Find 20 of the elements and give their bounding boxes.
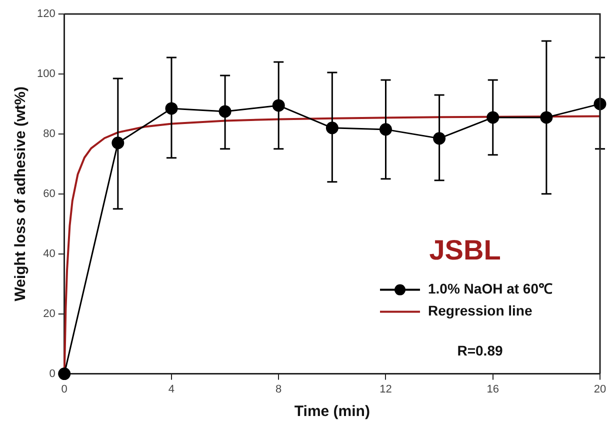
annotation: R=0.89	[457, 342, 503, 359]
y-tick-label: 120	[36, 8, 56, 20]
x-tick-label: 16	[486, 383, 499, 396]
y-axis-title: Weight loss of adhesive (wt%)	[12, 86, 30, 302]
x-tick-label: 0	[61, 383, 68, 396]
x-tick-label: 4	[168, 383, 175, 396]
y-tick-label: 60	[43, 188, 56, 200]
y-tick-label: 80	[43, 128, 56, 140]
legend-label: 1.0% NaOH at 60℃	[428, 280, 552, 297]
x-tick-label: 20	[594, 383, 606, 396]
y-tick-label: 100	[36, 68, 56, 80]
legend-label: Regression line	[428, 302, 532, 319]
point	[58, 368, 71, 380]
x-tick-label: 8	[276, 383, 282, 396]
y-tick-label: 20	[43, 308, 56, 320]
y-tick-label: 0	[49, 368, 56, 380]
y-tick-label: 40	[43, 248, 56, 260]
x-axis-title: Time (min)	[294, 403, 370, 420]
annotation: JSBL	[429, 234, 501, 266]
x-tick-label: 12	[380, 383, 392, 396]
